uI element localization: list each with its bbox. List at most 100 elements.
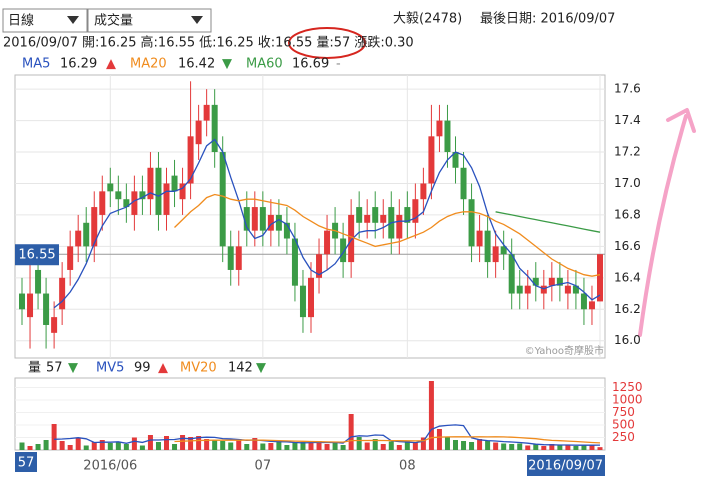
candle-body <box>468 199 475 247</box>
candle-body <box>308 277 314 318</box>
candle-body <box>267 214 274 231</box>
legend-value: 16.69 <box>292 57 329 72</box>
y-tick-label: 750 <box>612 405 635 419</box>
volume-bar <box>316 441 322 450</box>
volume-bar <box>420 437 426 450</box>
volume-bar <box>196 436 202 450</box>
candle-body <box>564 285 571 294</box>
x-tick-label: 08 <box>399 459 416 474</box>
candle-body <box>524 285 531 294</box>
date-box <box>527 455 605 476</box>
candle-body <box>123 199 130 208</box>
y-tick-label: 16.4 <box>614 270 641 284</box>
volume-bar <box>581 444 587 450</box>
legend-value: 99 <box>134 361 151 376</box>
select-text[interactable]: 日線 <box>8 13 34 29</box>
legend-name: MV20 <box>180 361 217 376</box>
candle-body <box>243 207 250 231</box>
volume-bar <box>99 440 105 450</box>
volume-legend-marker: ▼ <box>68 361 78 376</box>
candle-body <box>340 238 347 263</box>
legend-marker: ▲ <box>106 57 116 72</box>
volume-bar <box>19 442 25 450</box>
volume-bar <box>324 444 330 450</box>
period-select[interactable]: 日線 <box>2 8 88 33</box>
legend-marker: ▼ <box>256 361 266 376</box>
select-arrow[interactable] <box>67 16 79 24</box>
candle-body <box>508 254 515 294</box>
volume-bar <box>436 429 442 450</box>
volume-bar <box>260 443 266 450</box>
candle-body <box>580 293 587 310</box>
candle-body <box>107 183 114 192</box>
candle-body <box>532 277 539 286</box>
info-item: 量:57 <box>316 36 350 51</box>
candle-body <box>500 246 507 255</box>
candle-body <box>291 238 298 286</box>
candle-body <box>460 167 467 200</box>
volume-bar <box>212 440 218 450</box>
legend-name: MA5 <box>22 57 50 72</box>
info-item: 2016/09/07 <box>3 36 78 51</box>
candle-body <box>420 183 427 200</box>
candle-body <box>436 120 443 137</box>
candle-body <box>364 214 371 223</box>
legend-value: 16.29 <box>60 57 97 72</box>
candle-body <box>115 191 122 200</box>
indicator-line <box>174 193 601 277</box>
y-tick-label: 16.2 <box>614 302 641 316</box>
candle-body <box>516 285 523 294</box>
candle-body <box>35 269 42 294</box>
y-tick-label: 17.0 <box>614 176 641 190</box>
legend-marker: ▼ <box>222 57 232 72</box>
indicator-line <box>53 138 601 309</box>
legend-value: 142 <box>228 361 253 376</box>
volume-bar <box>107 443 113 450</box>
volume-bar <box>485 441 491 450</box>
volume-bar <box>525 445 531 450</box>
select-box[interactable] <box>2 8 88 33</box>
indicator-select[interactable]: 成交量 <box>87 8 212 33</box>
candle-body <box>476 230 483 247</box>
candle-body <box>283 222 290 239</box>
select-text[interactable]: 成交量 <box>94 13 133 29</box>
y-tick-label: 16.6 <box>614 239 641 253</box>
candle-body <box>452 152 459 168</box>
select-arrow[interactable] <box>191 16 203 24</box>
y-tick-label: 16.0 <box>614 333 641 347</box>
x-tick-label: 2016/06 <box>83 459 137 474</box>
volume-bar <box>469 442 475 450</box>
indicator-line <box>174 436 601 444</box>
x-tick-label: 07 <box>255 459 272 474</box>
volume-box-label: 57 <box>18 456 35 471</box>
y-tick-label: 1000 <box>612 393 643 407</box>
candle-body <box>299 285 306 318</box>
candle-body <box>348 214 355 263</box>
info-item: 開:16.25 <box>82 36 137 51</box>
candle-body <box>540 285 547 294</box>
candle-body <box>356 207 363 223</box>
volume-bar <box>493 442 499 450</box>
volume-bar <box>589 445 595 450</box>
volume-bar <box>83 445 89 450</box>
volume-bar <box>220 441 226 450</box>
candle-body <box>139 191 146 200</box>
volume-bar <box>236 439 242 450</box>
candle-body <box>219 152 226 247</box>
volume-bar <box>541 446 547 450</box>
candle-body <box>444 120 451 153</box>
info-item: 收:16.55 <box>258 36 313 51</box>
volume-bar <box>35 444 41 450</box>
volume-legend-value: 57 <box>46 361 63 376</box>
volume-bar <box>180 435 186 450</box>
volume-bar <box>356 437 362 450</box>
select-box[interactable] <box>87 8 212 33</box>
volume-bar <box>131 437 137 450</box>
volume-bar <box>284 445 290 450</box>
candle-body <box>428 136 435 184</box>
candle-body <box>251 207 258 231</box>
volume-bar <box>59 441 65 450</box>
candle-body <box>396 214 403 239</box>
volume-bar <box>428 381 434 450</box>
